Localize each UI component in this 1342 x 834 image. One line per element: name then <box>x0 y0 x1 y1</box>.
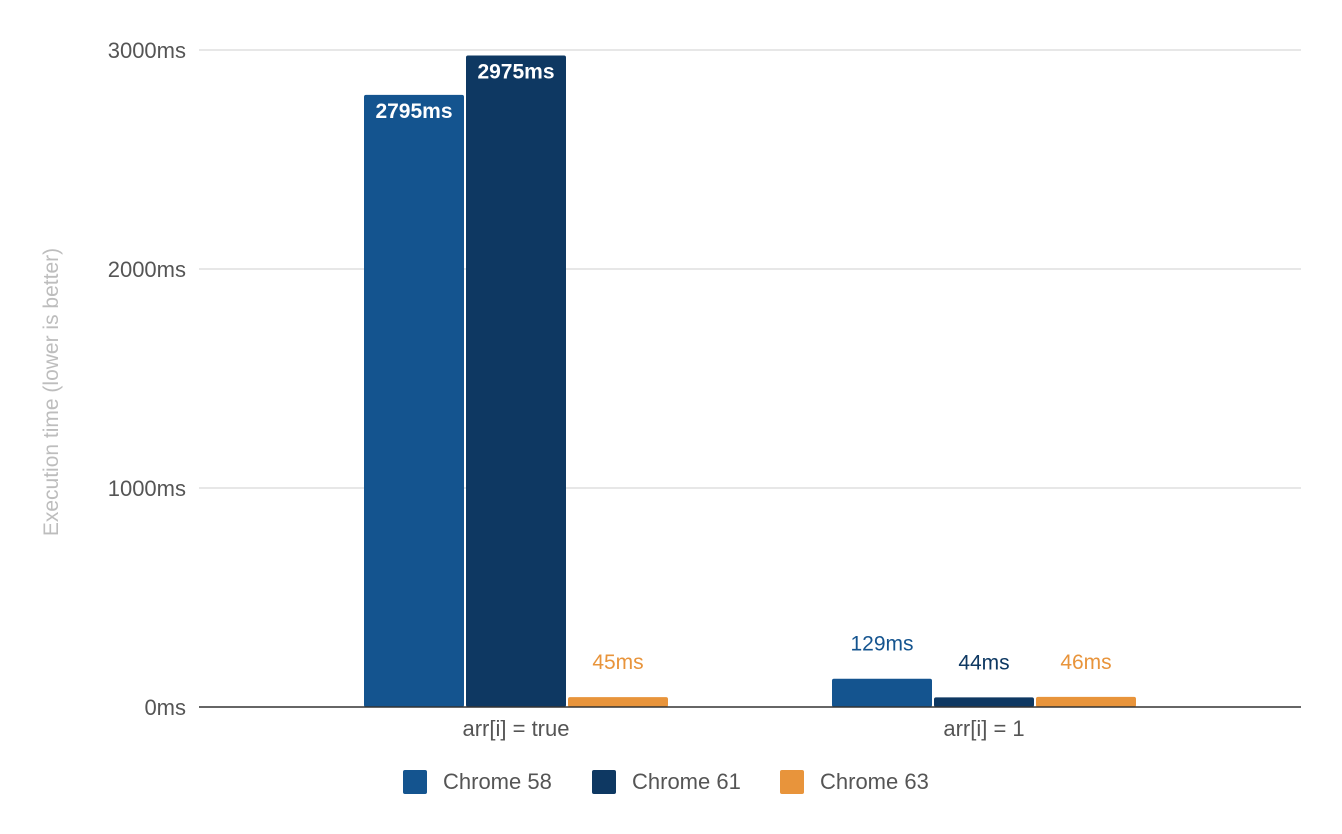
bar <box>934 697 1034 707</box>
y-tick-label: 2000ms <box>108 257 186 282</box>
legend-label: Chrome 61 <box>632 769 741 794</box>
x-category-label: arr[i] = true <box>463 716 570 741</box>
y-tick-label: 1000ms <box>108 476 186 501</box>
legend-item: Chrome 63 <box>780 769 929 794</box>
data-label: 2975ms <box>477 60 554 83</box>
legend: Chrome 58 Chrome 61 Chrome 63 <box>403 769 929 794</box>
legend-label: Chrome 58 <box>443 769 552 794</box>
y-axis-ticks: 0ms 1000ms 2000ms 3000ms <box>108 38 186 720</box>
y-axis-title: Execution time (lower is better) <box>40 248 63 536</box>
legend-swatch <box>592 770 616 794</box>
y-tick-label: 3000ms <box>108 38 186 63</box>
bar <box>832 678 932 707</box>
data-label: 46ms <box>1060 651 1111 674</box>
y-tick-label: 0ms <box>144 695 186 720</box>
data-label: 45ms <box>592 651 643 674</box>
x-category-label: arr[i] = 1 <box>943 716 1024 741</box>
x-axis-category-labels: arr[i] = true arr[i] = 1 <box>463 716 1025 741</box>
legend-item: Chrome 61 <box>592 769 741 794</box>
legend-label: Chrome 63 <box>820 769 929 794</box>
data-label: 2795ms <box>375 100 452 123</box>
bar <box>364 94 464 707</box>
bars: 2795ms 2975ms 45ms 129ms 44ms 46ms <box>364 55 1136 708</box>
legend-swatch <box>403 770 427 794</box>
bar <box>1036 696 1136 707</box>
legend-swatch <box>780 770 804 794</box>
legend-item: Chrome 58 <box>403 769 552 794</box>
data-label: 44ms <box>958 651 1009 674</box>
bar <box>466 55 566 708</box>
data-label: 129ms <box>850 633 913 656</box>
bar <box>568 697 668 707</box>
